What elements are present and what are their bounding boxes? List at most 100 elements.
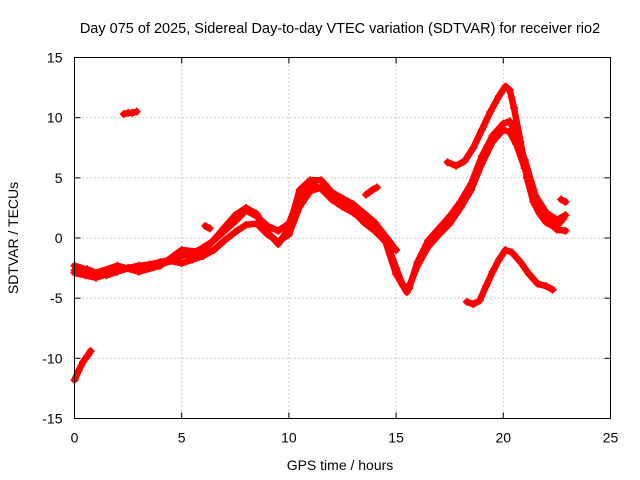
data-point: [201, 221, 210, 230]
series-spike-arc: [443, 82, 568, 230]
y-tick-label: 5: [55, 170, 63, 186]
data-point: [488, 267, 497, 276]
data-point: [74, 366, 83, 375]
tick-labels: 0 5 10 15 20 25 -15 -10 -5 0 5 10 15: [42, 50, 618, 446]
data-point: [533, 279, 542, 288]
data-point: [505, 85, 514, 94]
data-point: [548, 285, 557, 294]
data-point: [559, 214, 568, 223]
x-axis-title: GPS time / hours: [287, 457, 394, 473]
y-tick-label: 15: [47, 50, 63, 66]
data-point: [505, 117, 514, 126]
data-point: [205, 224, 214, 233]
data-point: [561, 226, 570, 235]
data-point: [242, 220, 251, 229]
data-point: [443, 158, 452, 167]
data-point: [188, 255, 197, 264]
data-point: [499, 125, 508, 134]
data-point: [452, 161, 461, 170]
data-point: [220, 236, 229, 245]
data-point: [555, 219, 564, 228]
data-point: [306, 176, 315, 185]
data-point: [119, 110, 128, 119]
data-point: [220, 223, 229, 232]
data-point: [548, 221, 557, 230]
y-tick-label: -15: [42, 411, 62, 427]
data-point: [535, 209, 544, 218]
y-tick-label: -10: [42, 350, 62, 366]
data-point: [424, 242, 433, 251]
data-point: [495, 92, 504, 101]
data-point: [284, 224, 293, 233]
x-tick-label: 25: [603, 430, 619, 446]
data-point: [362, 190, 371, 199]
data-point: [525, 270, 534, 279]
y-tick-label: 0: [55, 230, 63, 246]
data-point: [413, 261, 422, 270]
data-point: [317, 176, 326, 185]
data-point: [274, 226, 283, 235]
data-point: [561, 197, 570, 206]
data-point: [327, 188, 336, 197]
series-line: [71, 176, 400, 277]
data-point: [482, 282, 491, 291]
data-point: [507, 248, 516, 257]
series-stub-14h: [362, 183, 381, 199]
data-point: [83, 351, 92, 360]
y-axis-title: SDTVAR / TECUs: [5, 182, 21, 294]
data-point: [231, 211, 240, 220]
data-point: [542, 218, 551, 227]
data-point: [510, 104, 519, 113]
series-line: [362, 184, 381, 198]
data-point: [469, 143, 478, 152]
y-tick-label: 10: [47, 110, 63, 126]
data-point: [91, 268, 100, 277]
ticks: [74, 57, 611, 419]
data-point: [128, 108, 137, 117]
x-tick-label: 20: [496, 430, 512, 446]
series-late-stub: [557, 195, 570, 206]
series-line: [463, 246, 556, 308]
data-point: [477, 159, 486, 168]
data-point: [113, 261, 122, 270]
data-point: [368, 185, 377, 194]
data-point: [177, 246, 186, 255]
data-point: [263, 227, 272, 236]
data-point: [460, 156, 469, 165]
data-point: [486, 107, 495, 116]
data-point: [349, 207, 358, 216]
data-point: [306, 187, 315, 196]
data-point: [359, 218, 368, 227]
series-stub-6h: [201, 221, 214, 233]
data-point: [505, 128, 514, 137]
data-point: [516, 137, 525, 146]
grid: [74, 57, 611, 419]
data-point: [516, 258, 525, 267]
series-main-c: [70, 176, 401, 277]
data-point: [156, 261, 165, 270]
x-tick-label: 5: [178, 430, 186, 446]
data-point: [370, 218, 379, 227]
data-point: [456, 203, 465, 212]
data-point: [134, 267, 143, 276]
data-point: [392, 246, 401, 255]
data-point: [522, 173, 531, 182]
data-point: [392, 270, 401, 279]
data-point: [542, 282, 551, 291]
data-point: [445, 219, 454, 228]
data-point: [209, 246, 218, 255]
data-point: [242, 203, 251, 212]
data-point: [349, 200, 358, 209]
data-point: [469, 300, 478, 309]
data-point: [495, 255, 504, 264]
data-point: [467, 185, 476, 194]
data-point: [501, 246, 510, 255]
data-point: [274, 240, 283, 249]
data-point: [295, 185, 304, 194]
data-point: [132, 107, 141, 116]
data-point: [501, 82, 510, 91]
chart-title: Day 075 of 2025, Sidereal Day-to-day VTE…: [80, 21, 600, 37]
data-point: [372, 183, 381, 192]
data-point: [86, 347, 95, 356]
